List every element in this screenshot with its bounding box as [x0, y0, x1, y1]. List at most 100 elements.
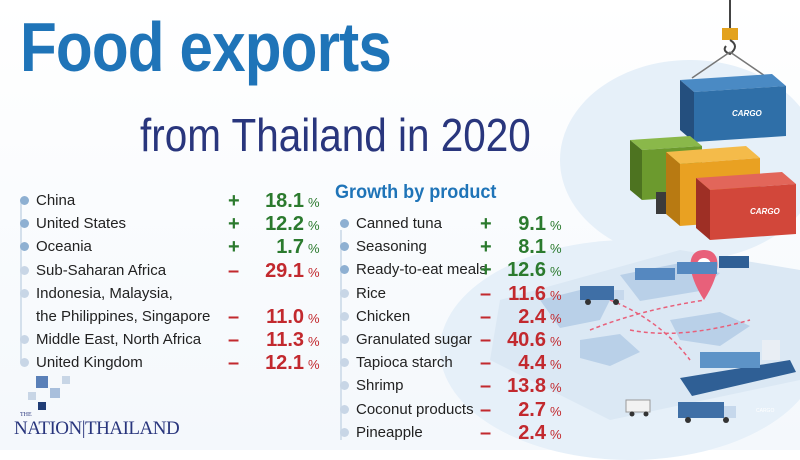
row-label: the Philippines, Singapore [36, 308, 211, 325]
change-sign: – [228, 259, 240, 282]
table-row: the Philippines, Singapore – 11.0% [36, 306, 326, 328]
change-sign: + [480, 259, 492, 282]
cargo-label: CARGO [750, 207, 781, 216]
change-value: 12.6 [507, 259, 546, 282]
timeline-line [20, 200, 22, 362]
bullet-icon [340, 381, 349, 391]
table-row: Pineapple – 2.4% [340, 421, 586, 444]
percent-unit: % [308, 311, 320, 326]
bullet-icon [340, 242, 349, 252]
bullet-icon [20, 196, 29, 205]
row-label: Tapioca starch [356, 354, 453, 372]
ship-icon [680, 340, 796, 396]
row-label: Rice [356, 284, 387, 302]
percent-unit: % [550, 241, 562, 257]
bullet-icon [340, 404, 349, 414]
table-row: United Kingdom – 12.1% [20, 352, 326, 375]
change-value: 9.1 [518, 213, 546, 235]
table-row: Tapioca starch – 4.4% [340, 352, 586, 375]
table-row: Rice –11.6% [340, 282, 586, 305]
row-label: Ready-to-eat meals [356, 261, 487, 279]
cargo-label: CARGO [756, 408, 774, 414]
table-row: Seasoning +8.1% [340, 236, 586, 259]
change-sign: – [480, 329, 492, 351]
product-table-title: Growth by product [335, 182, 497, 203]
page-title: Food exports [20, 8, 392, 86]
percent-unit: % [308, 241, 320, 257]
table-row: Coconut products – 2.7% [340, 398, 586, 421]
logo-text: NATION|THAILAND [14, 418, 180, 439]
change-sign: – [480, 421, 492, 444]
bullet-icon [20, 335, 29, 345]
page-subtitle: from Thailand in 2020 [140, 109, 531, 161]
table-row: Chicken – 2.4% [340, 305, 586, 328]
percent-unit: % [550, 357, 562, 373]
change-value: 8.1 [518, 236, 546, 259]
percent-unit: % [550, 403, 562, 419]
change-value: 11.3 [266, 329, 304, 352]
change-sign: – [480, 305, 492, 328]
bullet-icon [340, 427, 349, 437]
change-sign: + [228, 213, 240, 236]
truck-icon [580, 286, 624, 305]
percent-unit: % [550, 287, 562, 303]
change-sign: – [228, 306, 240, 328]
row-label: Sub-Saharan Africa [36, 261, 167, 279]
change-sign: + [228, 236, 240, 259]
percent-unit: % [308, 218, 320, 234]
logo-small-text: THE [20, 412, 32, 418]
bullet-icon [340, 335, 349, 344]
bullet-icon [20, 265, 29, 275]
row-label: Pineapple [356, 423, 423, 441]
table-row: Middle East, North Africa – 11.3% [20, 329, 326, 352]
logo: THE NATION|THAILAND [14, 412, 180, 440]
change-value: 4.4 [518, 352, 546, 375]
train-icon [635, 256, 749, 280]
van-icon [625, 399, 651, 417]
bullet-icon [20, 288, 29, 298]
change-sign: + [480, 236, 492, 259]
change-value: 2.7 [518, 398, 546, 421]
bullet-icon [20, 358, 29, 368]
table-row: Indonesia, Malaysia, [20, 283, 326, 305]
percent-unit: % [308, 264, 320, 280]
change-value: 12.1 [265, 352, 304, 375]
table-row: Canned tuna +9.1% [340, 213, 586, 235]
bullet-icon [340, 311, 349, 321]
row-label: China [36, 192, 76, 209]
change-sign: – [228, 329, 240, 352]
table-row: Sub-Saharan Africa – 29.1% [20, 259, 326, 282]
row-label: Indonesia, Malaysia, [36, 284, 173, 302]
row-label: Granulated sugar [356, 331, 472, 348]
container-red: CARGO [696, 172, 796, 240]
percent-unit: % [550, 264, 562, 280]
change-value: 11.0 [266, 306, 304, 328]
percent-unit: % [550, 334, 562, 349]
percent-unit: % [550, 426, 562, 442]
row-label: Middle East, North Africa [36, 331, 202, 349]
table-row: Granulated sugar –40.6% [340, 329, 586, 351]
bullet-icon [340, 219, 349, 228]
percent-unit: % [550, 380, 562, 396]
change-value: 18.1 [265, 190, 304, 212]
container-blue: CARGO [680, 74, 786, 142]
row-label: Shrimp [356, 377, 404, 395]
percent-unit: % [308, 195, 320, 210]
table-row: China +18.1% [20, 190, 326, 212]
change-value: 11.6 [508, 282, 546, 305]
change-value: 29.1 [265, 259, 304, 282]
row-label: Chicken [356, 307, 411, 325]
change-sign: – [480, 375, 492, 398]
row-label: Coconut products [356, 400, 474, 418]
row-label: Seasoning [356, 238, 427, 256]
change-value: 12.2 [265, 213, 304, 236]
bullet-icon [340, 265, 349, 275]
change-value: 13.8 [507, 375, 546, 398]
illustration: CARGO CARGO [490, 0, 800, 423]
row-label: Oceania [36, 238, 92, 256]
bullet-icon [20, 219, 29, 229]
table-row: Oceania +1.7% [20, 236, 326, 259]
cargo-label: CARGO [732, 109, 763, 118]
table-row: United States +12.2% [20, 213, 326, 236]
table-row: Ready-to-eat meals +12.6% [340, 259, 586, 282]
